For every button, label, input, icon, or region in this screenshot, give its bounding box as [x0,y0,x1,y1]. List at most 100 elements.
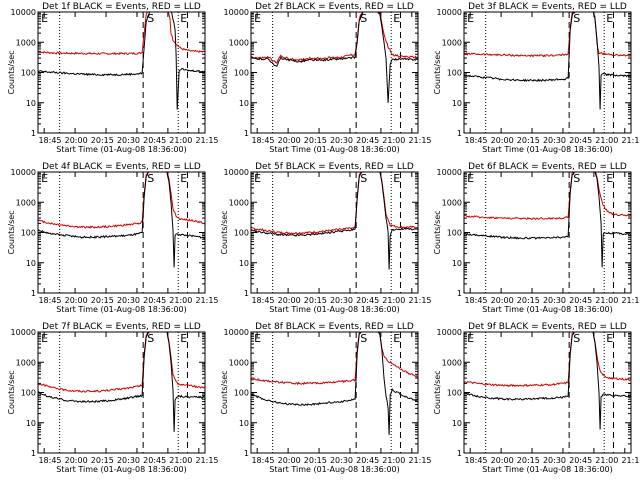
chart-title: Det 8f BLACK = Events, RED = LLD [255,322,414,332]
plot-frame [37,11,206,134]
y-axis-label: Counts/sec [7,370,16,414]
plot-frame [463,171,632,294]
x-tick-label: 21:15 [408,296,431,305]
y-tick-label: 100 [21,389,36,398]
x-tick-label: 20:30 [330,456,353,465]
x-tick-label: 21:00 [382,456,405,465]
x-tick-label: 21:00 [169,456,192,465]
y-tick-label: 100 [21,69,36,78]
y-axis-label: Counts/sec [220,210,229,254]
y-tick-label: 10 [452,99,462,108]
series-group [464,172,631,268]
series-line-events [464,172,631,268]
x-tick-label: 21:15 [621,136,640,145]
x-tick-label: 21:00 [595,296,618,305]
y-tick-label: 10000 [437,8,462,17]
series-group [464,12,631,110]
chart-title: Det 9f BLACK = Events, RED = LLD [468,322,627,332]
plot-frame [463,11,632,134]
chart-title: Det 6f BLACK = Events, RED = LLD [468,162,627,172]
x-tick-label: 20:15 [517,456,540,465]
y-tick-label: 1000 [229,198,249,207]
x-tick-label: 21:00 [595,456,618,465]
marker-letter: E [393,332,400,345]
marker-letter: E [180,332,187,345]
series-line-events [38,332,205,432]
y-tick-label: 1000 [442,198,462,207]
marker-letter: E [41,172,48,185]
x-tick-label: 20:45 [143,456,166,465]
y-tick-label: 10000 [224,328,249,337]
y-tick-label: 100 [234,389,249,398]
x-tick-label: 20:45 [143,296,166,305]
y-tick-label: 100 [234,69,249,78]
chart-panel-2: Det 2f BLACK = Events, RED = LLD 1 10 100 10… [220,2,432,154]
series-group [251,12,418,103]
y-tick-label: 10000 [224,8,249,17]
marker-letter: E [467,12,474,25]
y-tick-label: 10000 [11,8,36,17]
marker-letter: E [393,172,400,185]
marker-letter: E [254,12,261,25]
x-tick-label: 20:30 [543,296,566,305]
y-tick-label: 1 [457,289,462,298]
y-tick-label: 1 [244,129,249,138]
series-line-lld [464,332,631,388]
x-tick-label: 20:00 [491,136,514,145]
x-tick-label: 20:15 [304,296,327,305]
chart-panel-8: Det 8f BLACK = Events, RED = LLD 1 10 100 10… [220,322,432,474]
y-axis-label: Counts/sec [7,50,16,94]
x-tick-label: 20:15 [517,296,540,305]
series-group [251,332,418,435]
chart-title: Det 3f BLACK = Events, RED = LLD [468,2,627,12]
x-axis-label: Start Time (01-Aug-08 18:36:00) [269,145,400,154]
x-tick-label: 20:30 [543,136,566,145]
x-tick-label: 20:45 [143,136,166,145]
x-tick-label: 21:00 [382,296,405,305]
x-tick-label: 20:15 [91,456,114,465]
series-group [38,12,205,110]
x-tick-label: 20:15 [304,136,327,145]
y-tick-label: 10000 [437,328,462,337]
y-axis-label: Counts/sec [433,210,442,254]
y-tick-label: 10 [452,419,462,428]
marker-letter: S [360,332,367,345]
x-axis-label: Start Time (01-Aug-08 18:36:00) [56,145,187,154]
plot-frame [250,171,419,294]
marker-letter: E [254,332,261,345]
chart-panel-7: Det 7f BLACK = Events, RED = LLD 1 10 100 10… [7,322,219,474]
y-tick-label: 100 [447,229,462,238]
series-line-lld [464,12,631,58]
series-line-lld [251,12,418,64]
x-tick-label: 20:15 [304,456,327,465]
x-tick-label: 21:00 [382,136,405,145]
series-line-lld [464,172,631,221]
marker-letter: S [360,12,367,25]
x-tick-label: 21:00 [169,136,192,145]
series-line-lld [38,12,205,56]
x-tick-label: 18:45 [464,296,487,305]
y-tick-label: 100 [447,389,462,398]
chart-title: Det 4f BLACK = Events, RED = LLD [42,162,201,172]
series-line-events [251,332,418,435]
y-axis-label: Counts/sec [7,210,16,254]
x-axis-label: Start Time (01-Aug-08 18:36:00) [482,465,613,474]
y-tick-label: 1 [31,129,36,138]
x-tick-label: 18:45 [38,456,61,465]
x-tick-label: 20:00 [65,456,88,465]
x-tick-label: 18:45 [251,136,274,145]
y-tick-label: 1000 [16,358,36,367]
x-tick-label: 20:00 [278,136,301,145]
x-axis-label: Start Time (01-Aug-08 18:36:00) [56,465,187,474]
marker-letter: S [360,172,367,185]
x-tick-label: 21:15 [408,136,431,145]
series-line-lld [251,332,418,386]
x-tick-label: 21:15 [195,136,218,145]
marker-letter: E [254,172,261,185]
x-tick-label: 18:45 [464,456,487,465]
y-tick-label: 100 [447,69,462,78]
series-group [464,332,631,430]
series-group [251,172,418,270]
